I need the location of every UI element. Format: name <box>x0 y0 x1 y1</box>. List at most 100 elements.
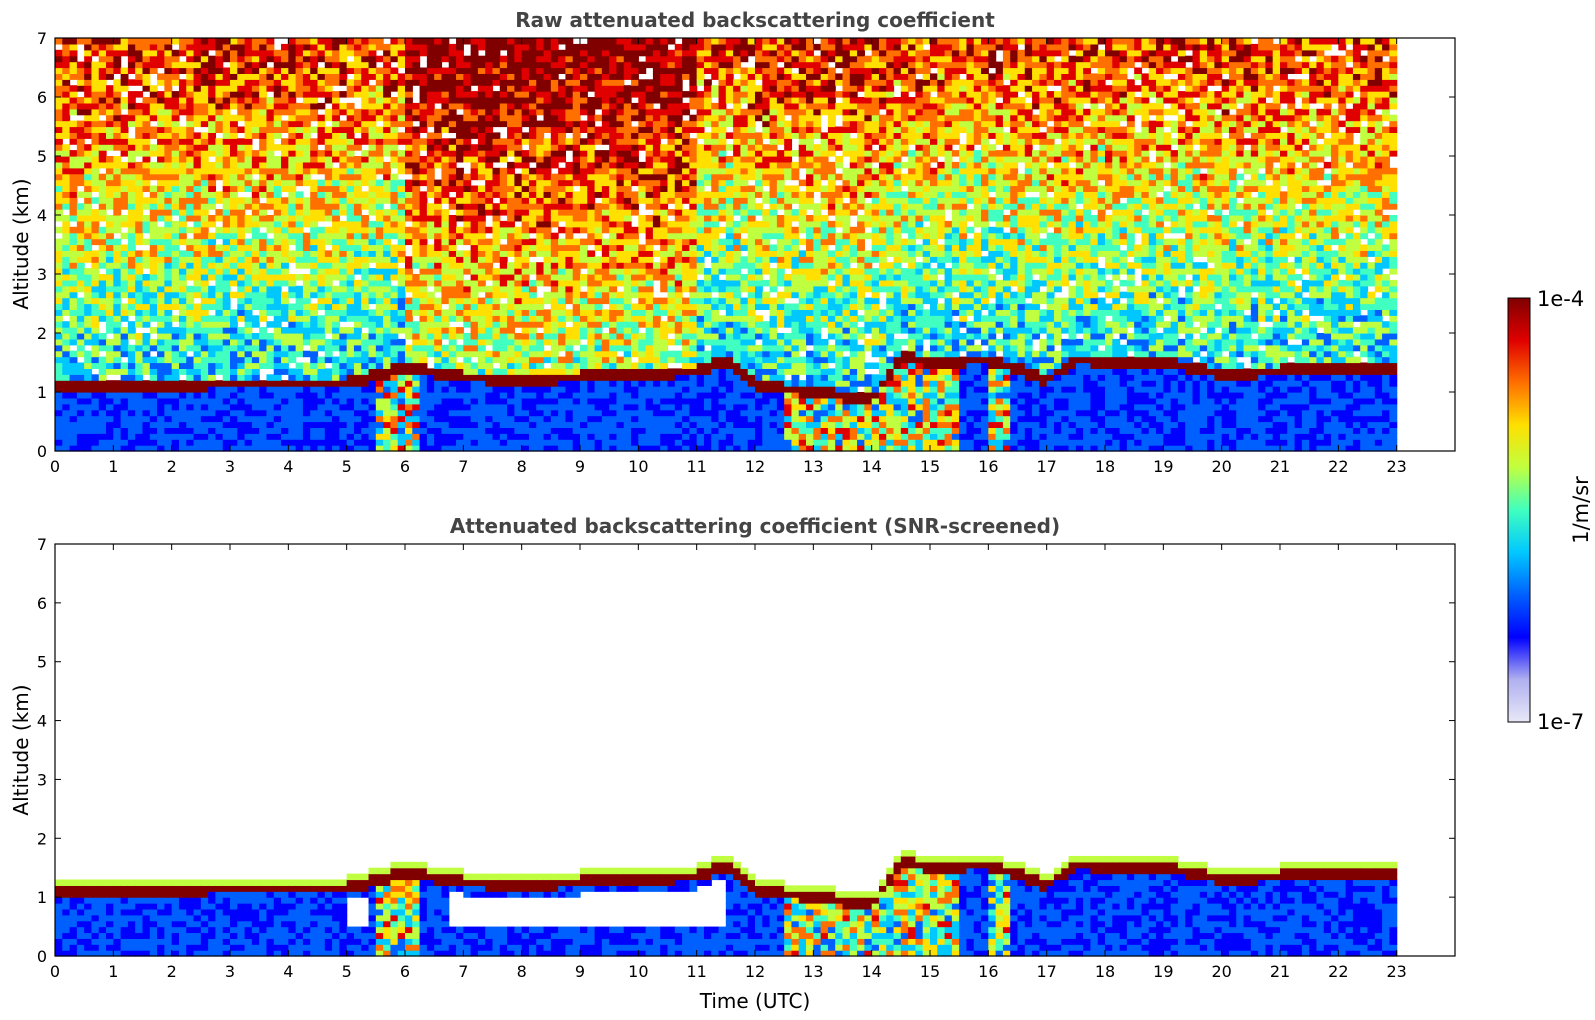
heatmap-cell <box>580 179 588 187</box>
heatmap-cell <box>149 409 158 417</box>
heatmap-cell <box>580 297 588 305</box>
heatmap-cell <box>288 368 297 375</box>
heatmap-cell <box>135 309 144 316</box>
heatmap-cell <box>200 238 209 246</box>
heatmap-cell <box>550 215 559 222</box>
heatmap-cell <box>441 73 450 80</box>
heatmap-cell <box>69 279 78 287</box>
heatmap-cell <box>434 338 443 346</box>
heatmap-cell <box>244 167 253 175</box>
heatmap-cell <box>222 356 231 364</box>
heatmap-cell <box>215 156 224 163</box>
heatmap-cell <box>441 220 450 228</box>
heatmap-cell <box>193 167 202 175</box>
heatmap-cell <box>434 403 443 411</box>
heatmap-cell <box>157 156 165 163</box>
heatmap-cell <box>383 67 392 74</box>
heatmap-cell <box>419 220 428 228</box>
heatmap-cell <box>317 126 326 133</box>
heatmap-cell <box>514 427 523 434</box>
heatmap-cell <box>266 409 275 417</box>
heatmap-cell <box>463 380 472 387</box>
heatmap-cell <box>98 380 107 387</box>
heatmap-cell <box>346 338 355 346</box>
heatmap-cell <box>434 433 443 440</box>
heatmap-cell <box>456 268 464 275</box>
heatmap-cell <box>477 433 486 440</box>
heatmap-cell <box>106 297 114 305</box>
heatmap-cell <box>76 108 85 116</box>
heatmap-cell <box>485 49 494 57</box>
heatmap-cell <box>288 97 297 104</box>
heatmap-cell <box>317 392 326 399</box>
heatmap-cell <box>76 315 85 322</box>
heatmap-cell <box>251 350 260 358</box>
heatmap-cell <box>317 380 326 387</box>
heatmap-cell <box>193 85 202 92</box>
heatmap-cell <box>69 327 78 334</box>
heatmap-cell <box>383 397 392 405</box>
heatmap-cell <box>149 61 158 69</box>
heatmap-cell <box>222 226 231 234</box>
heatmap-cell <box>368 338 377 346</box>
heatmap-cell <box>288 49 297 57</box>
heatmap-cell <box>528 321 537 328</box>
heatmap-cell <box>222 303 231 310</box>
heatmap-cell <box>135 179 144 187</box>
heatmap-cell <box>164 67 173 74</box>
heatmap-cell <box>434 38 443 45</box>
heatmap-cell <box>157 138 165 145</box>
heatmap-cell <box>412 73 421 80</box>
heatmap-cell <box>426 73 435 80</box>
heatmap-cell <box>149 356 158 364</box>
heatmap-cell <box>368 102 377 110</box>
heatmap-cell <box>259 274 268 281</box>
heatmap-cell <box>470 55 479 63</box>
heatmap-cell <box>580 439 588 446</box>
heatmap-cell <box>507 439 515 446</box>
heatmap-cell <box>84 226 93 234</box>
heatmap-cell <box>397 291 406 299</box>
heatmap-cell <box>448 114 457 122</box>
heatmap-cell <box>375 150 384 157</box>
heatmap-cell <box>383 226 392 234</box>
heatmap-cell <box>412 338 421 346</box>
heatmap-cell <box>594 368 603 375</box>
heatmap-cell <box>76 209 85 216</box>
heatmap-cell <box>135 91 144 98</box>
heatmap-cell <box>565 238 574 246</box>
heatmap-cell <box>98 226 107 234</box>
heatmap-cell <box>397 403 406 411</box>
heatmap-cell <box>237 344 246 352</box>
heatmap-cell <box>215 73 224 80</box>
heatmap-cell <box>332 285 340 293</box>
heatmap-cell <box>572 138 581 145</box>
heatmap-cell <box>324 73 333 80</box>
heatmap-cell <box>310 321 319 328</box>
heatmap-cell <box>405 108 413 116</box>
heatmap-cell <box>521 374 530 381</box>
heatmap-cell <box>142 79 151 86</box>
heatmap-cell <box>332 333 340 340</box>
heatmap-cell <box>565 344 574 352</box>
heatmap-cell <box>353 38 362 45</box>
heatmap-cell <box>412 274 421 281</box>
heatmap-cell <box>485 291 494 299</box>
heatmap-cell <box>492 415 501 423</box>
heatmap-cell <box>521 238 530 246</box>
heatmap-cell <box>106 67 114 74</box>
heatmap-cell <box>448 368 457 375</box>
heatmap-cell <box>514 209 523 216</box>
heatmap-cell <box>514 386 523 393</box>
heatmap-cell <box>215 285 224 293</box>
heatmap-cell <box>317 49 326 57</box>
heatmap-cell <box>419 91 428 98</box>
heatmap-cell <box>390 356 399 364</box>
heatmap-cell <box>412 38 421 45</box>
heatmap-cell <box>521 397 530 405</box>
heatmap-cell <box>302 73 311 80</box>
heatmap-cell <box>302 220 311 228</box>
heatmap-cell <box>361 156 370 163</box>
heatmap-cell <box>251 43 260 51</box>
heatmap-cell <box>580 55 588 63</box>
